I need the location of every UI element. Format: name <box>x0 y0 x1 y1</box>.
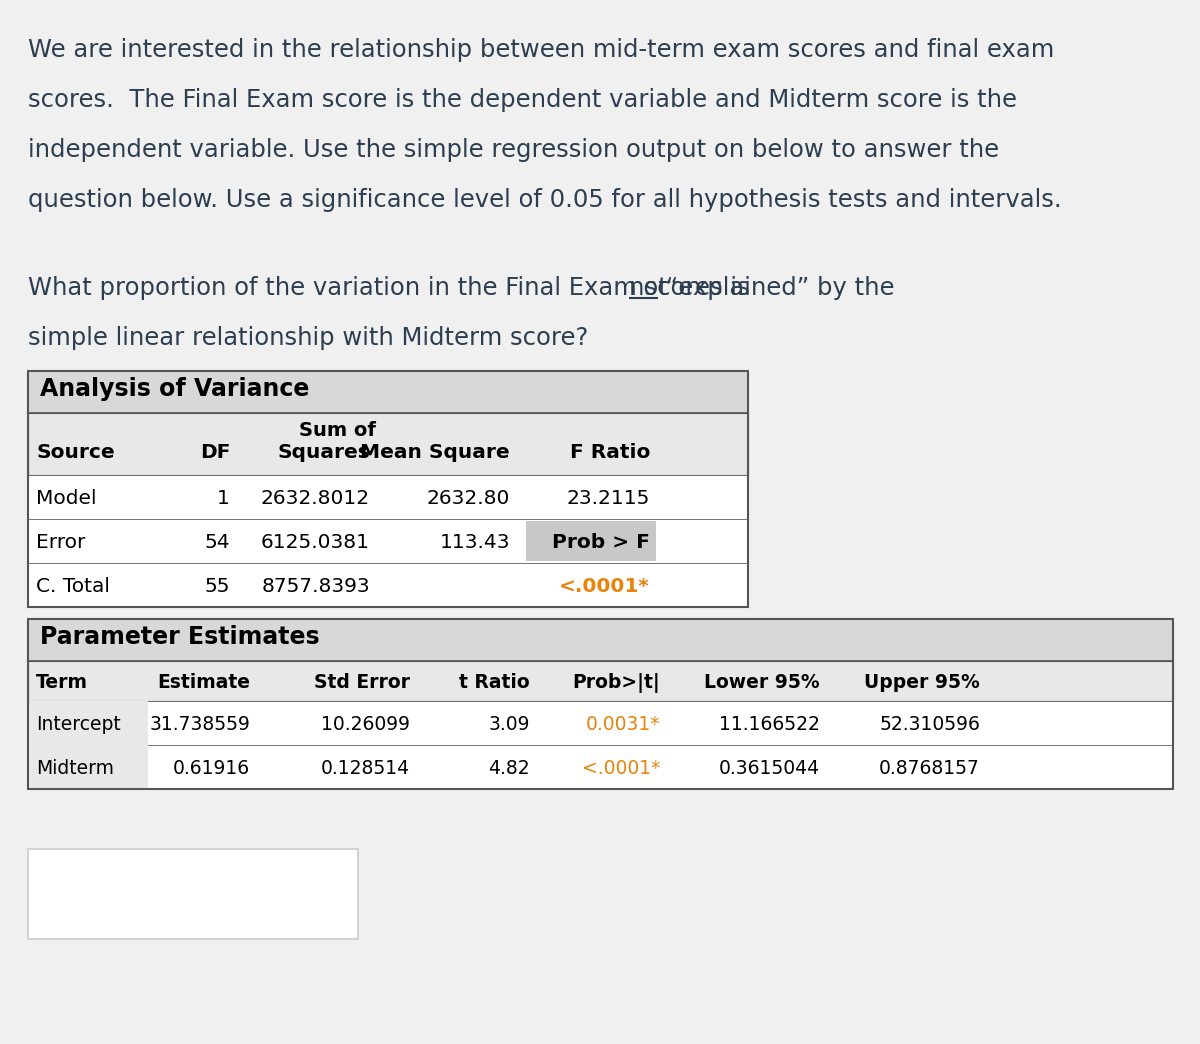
Text: F Ratio: F Ratio <box>570 443 650 462</box>
Text: Std Error: Std Error <box>314 673 410 692</box>
Text: 0.3615044: 0.3615044 <box>719 759 820 779</box>
Text: scores.  The Final Exam score is the dependent variable and Midterm score is the: scores. The Final Exam score is the depe… <box>28 88 1018 112</box>
Bar <box>28 619 1174 661</box>
Text: Error: Error <box>36 533 85 552</box>
Bar <box>28 371 748 413</box>
Text: 1: 1 <box>217 490 230 508</box>
Text: 4.82: 4.82 <box>488 759 530 779</box>
Text: 2632.80: 2632.80 <box>427 490 510 508</box>
Bar <box>28 563 748 607</box>
Text: 0.8768157: 0.8768157 <box>880 759 980 779</box>
Text: t Ratio: t Ratio <box>460 673 530 692</box>
Text: 2632.8012: 2632.8012 <box>260 490 370 508</box>
Text: 113.43: 113.43 <box>439 533 510 552</box>
Text: 55: 55 <box>204 577 230 596</box>
Text: 31.738559: 31.738559 <box>149 715 250 735</box>
Bar <box>28 701 1174 745</box>
Text: Intercept: Intercept <box>36 715 121 735</box>
Text: 11.166522: 11.166522 <box>719 715 820 735</box>
Bar <box>526 521 656 561</box>
Bar <box>28 619 1174 789</box>
Text: Estimate: Estimate <box>157 673 250 692</box>
Text: Lower 95%: Lower 95% <box>704 673 820 692</box>
Text: Prob > F: Prob > F <box>552 533 650 552</box>
Text: 6125.0381: 6125.0381 <box>262 533 370 552</box>
Text: “explained” by the: “explained” by the <box>659 276 895 300</box>
Bar <box>28 519 748 563</box>
Text: Squares: Squares <box>277 443 370 462</box>
Text: 10.26099: 10.26099 <box>322 715 410 735</box>
Text: Analysis of Variance: Analysis of Variance <box>40 377 310 401</box>
Text: question below. Use a significance level of 0.05 for all hypothesis tests and in: question below. Use a significance level… <box>28 188 1062 212</box>
Text: Sum of: Sum of <box>299 421 376 440</box>
Bar <box>28 371 748 607</box>
Bar <box>28 849 358 939</box>
Text: simple linear relationship with Midterm score?: simple linear relationship with Midterm … <box>28 326 588 350</box>
Text: Mean Square: Mean Square <box>360 443 510 462</box>
Text: 8757.8393: 8757.8393 <box>262 577 370 596</box>
Text: <.0001*: <.0001* <box>582 759 660 779</box>
Bar <box>28 413 748 475</box>
Text: 23.2115: 23.2115 <box>566 490 650 508</box>
Text: C. Total: C. Total <box>36 577 110 596</box>
Bar <box>28 661 1174 701</box>
Text: Prob>|t|: Prob>|t| <box>572 673 660 693</box>
Bar <box>28 745 148 789</box>
Text: Source: Source <box>36 443 115 462</box>
Text: We are interested in the relationship between mid-term exam scores and final exa: We are interested in the relationship be… <box>28 38 1055 62</box>
Text: 3.09: 3.09 <box>488 715 530 735</box>
Bar <box>28 475 748 519</box>
Bar <box>28 701 148 745</box>
Text: 52.310596: 52.310596 <box>880 715 980 735</box>
Text: independent variable. Use the simple regression output on below to answer the: independent variable. Use the simple reg… <box>28 138 1000 162</box>
Text: not: not <box>629 276 668 300</box>
Text: 0.0031*: 0.0031* <box>586 715 660 735</box>
Text: Term: Term <box>36 673 88 692</box>
Text: 54: 54 <box>204 533 230 552</box>
Text: Model: Model <box>36 490 96 508</box>
Text: DF: DF <box>199 443 230 462</box>
Text: What proportion of the variation in the Final Exam scores is: What proportion of the variation in the … <box>28 276 757 300</box>
Text: <.0001*: <.0001* <box>559 577 650 596</box>
Bar <box>28 745 1174 789</box>
Text: Midterm: Midterm <box>36 759 114 779</box>
Text: Upper 95%: Upper 95% <box>864 673 980 692</box>
Text: 0.128514: 0.128514 <box>320 759 410 779</box>
Text: 0.61916: 0.61916 <box>173 759 250 779</box>
Text: Parameter Estimates: Parameter Estimates <box>40 625 319 649</box>
